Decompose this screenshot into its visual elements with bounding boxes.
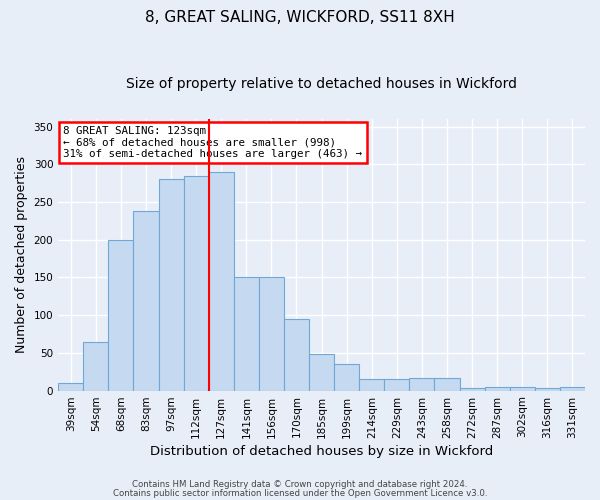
Text: 8, GREAT SALING, WICKFORD, SS11 8XH: 8, GREAT SALING, WICKFORD, SS11 8XH: [145, 10, 455, 25]
Bar: [259, 278, 284, 390]
Title: Size of property relative to detached houses in Wickford: Size of property relative to detached ho…: [126, 78, 517, 92]
Bar: [234, 278, 259, 390]
Bar: [83, 342, 109, 390]
Bar: [158, 180, 184, 390]
Bar: [560, 387, 585, 390]
X-axis label: Distribution of detached houses by size in Wickford: Distribution of detached houses by size …: [150, 444, 493, 458]
Bar: [535, 388, 560, 390]
Text: Contains HM Land Registry data © Crown copyright and database right 2024.: Contains HM Land Registry data © Crown c…: [132, 480, 468, 489]
Bar: [485, 387, 510, 390]
Bar: [284, 319, 309, 390]
Bar: [309, 354, 334, 390]
Bar: [460, 388, 485, 390]
Bar: [409, 378, 434, 390]
Bar: [109, 240, 133, 390]
Bar: [133, 211, 158, 390]
Bar: [184, 176, 209, 390]
Text: 8 GREAT SALING: 123sqm
← 68% of detached houses are smaller (998)
31% of semi-de: 8 GREAT SALING: 123sqm ← 68% of detached…: [64, 126, 362, 159]
Bar: [359, 380, 385, 390]
Bar: [510, 387, 535, 390]
Bar: [434, 378, 460, 390]
Bar: [58, 383, 83, 390]
Bar: [385, 380, 409, 390]
Bar: [334, 364, 359, 390]
Y-axis label: Number of detached properties: Number of detached properties: [15, 156, 28, 354]
Text: Contains public sector information licensed under the Open Government Licence v3: Contains public sector information licen…: [113, 488, 487, 498]
Bar: [209, 172, 234, 390]
